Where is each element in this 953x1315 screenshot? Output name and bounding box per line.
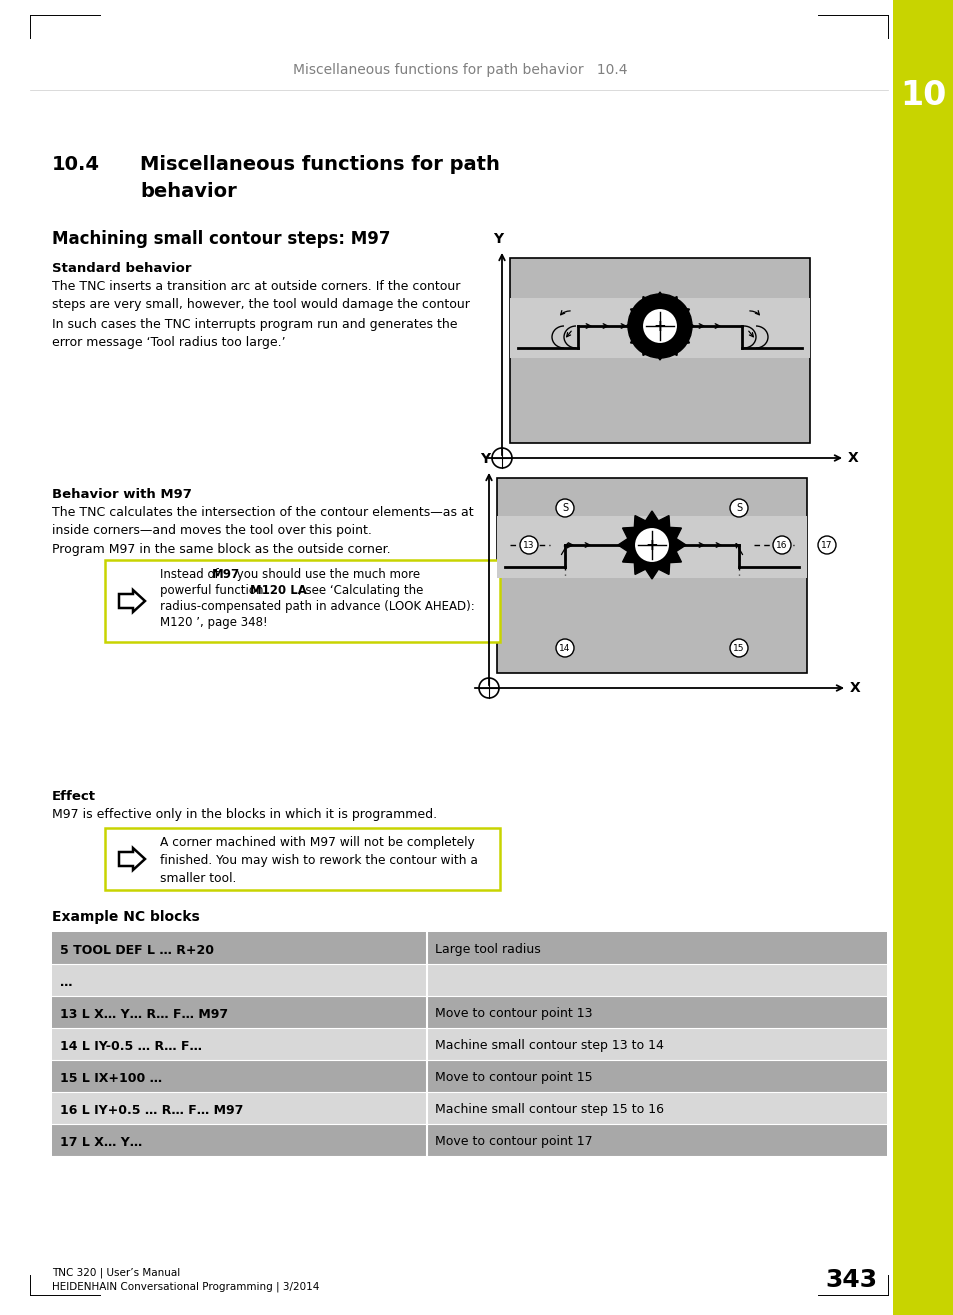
Text: Instead of: Instead of xyxy=(160,568,222,581)
Text: X: X xyxy=(847,451,858,466)
Bar xyxy=(52,1124,886,1156)
Bar xyxy=(497,477,806,673)
Circle shape xyxy=(519,537,537,554)
Text: Machine small contour step 15 to 16: Machine small contour step 15 to 16 xyxy=(435,1103,663,1116)
Text: 15 L IX+100 …: 15 L IX+100 … xyxy=(60,1072,162,1085)
Text: Move to contour point 13: Move to contour point 13 xyxy=(435,1007,592,1020)
Text: +: + xyxy=(653,318,666,334)
Text: M120 LA: M120 LA xyxy=(250,584,307,597)
Bar xyxy=(105,828,499,890)
FancyArrow shape xyxy=(119,590,145,611)
Text: 15: 15 xyxy=(733,643,744,652)
Circle shape xyxy=(817,537,835,554)
Text: Effect: Effect xyxy=(52,790,96,803)
Text: The TNC calculates the intersection of the contour elements—as at
inside corners: The TNC calculates the intersection of t… xyxy=(52,506,473,537)
Text: M120 ’, page 348!: M120 ’, page 348! xyxy=(160,615,268,629)
Circle shape xyxy=(627,295,691,358)
Text: 17: 17 xyxy=(821,540,832,550)
Text: Program M97 in the same block as the outside corner.: Program M97 in the same block as the out… xyxy=(52,543,390,556)
Text: Behavior with M97: Behavior with M97 xyxy=(52,488,192,501)
Text: Machining small contour steps: M97: Machining small contour steps: M97 xyxy=(52,230,390,249)
Bar xyxy=(52,995,886,1028)
Text: S: S xyxy=(735,504,741,513)
Bar xyxy=(497,515,806,579)
Text: Machine small contour step 13 to 14: Machine small contour step 13 to 14 xyxy=(435,1039,663,1052)
Text: powerful function: powerful function xyxy=(160,584,267,597)
Text: Y: Y xyxy=(493,231,502,246)
Text: TNC 320 | User’s Manual: TNC 320 | User’s Manual xyxy=(52,1268,180,1278)
Circle shape xyxy=(556,639,574,658)
Circle shape xyxy=(772,537,790,554)
Text: , see ‘Calculating the: , see ‘Calculating the xyxy=(297,584,423,597)
Bar xyxy=(52,1091,886,1124)
Text: M97: M97 xyxy=(212,568,240,581)
Text: behavior: behavior xyxy=(140,181,236,201)
Text: 343: 343 xyxy=(825,1268,877,1293)
Bar xyxy=(52,964,886,995)
Text: Standard behavior: Standard behavior xyxy=(52,262,192,275)
Text: +: + xyxy=(645,538,658,552)
Circle shape xyxy=(729,498,747,517)
Text: In such cases the TNC interrupts program run and generates the
error message ‘To: In such cases the TNC interrupts program… xyxy=(52,318,457,348)
Text: 5 TOOL DEF L … R+20: 5 TOOL DEF L … R+20 xyxy=(60,943,213,956)
Text: Move to contour point 15: Move to contour point 15 xyxy=(435,1072,592,1085)
Bar xyxy=(892,0,953,1315)
Bar xyxy=(510,299,809,358)
FancyArrow shape xyxy=(119,848,145,871)
Text: X: X xyxy=(849,681,860,696)
Text: Miscellaneous functions for path behavior   10.4: Miscellaneous functions for path behavio… xyxy=(293,63,626,78)
Bar xyxy=(52,932,886,964)
Text: 17 L X… Y…: 17 L X… Y… xyxy=(60,1135,142,1148)
Text: 13: 13 xyxy=(522,540,535,550)
Text: 16: 16 xyxy=(776,540,787,550)
Text: Miscellaneous functions for path: Miscellaneous functions for path xyxy=(140,155,499,174)
Bar xyxy=(52,1028,886,1060)
Text: S: S xyxy=(561,504,567,513)
Text: M97 is effective only in the blocks in which it is programmed.: M97 is effective only in the blocks in w… xyxy=(52,807,436,821)
Text: 10: 10 xyxy=(900,79,945,112)
Circle shape xyxy=(641,308,678,345)
Polygon shape xyxy=(618,512,685,579)
Text: A corner machined with M97 will not be completely
finished. You may wish to rewo: A corner machined with M97 will not be c… xyxy=(160,836,477,885)
Text: The TNC inserts a transition arc at outside corners. If the contour
steps are ve: The TNC inserts a transition arc at outs… xyxy=(52,280,470,312)
Text: Move to contour point 17: Move to contour point 17 xyxy=(435,1135,592,1148)
Text: 14: 14 xyxy=(558,643,570,652)
Bar xyxy=(105,560,499,642)
Bar xyxy=(52,1060,886,1091)
Text: Example NC blocks: Example NC blocks xyxy=(52,910,199,924)
Text: HEIDENHAIN Conversational Programming | 3/2014: HEIDENHAIN Conversational Programming | … xyxy=(52,1282,319,1293)
Polygon shape xyxy=(625,292,693,360)
Text: 16 L IY+0.5 … R… F… M97: 16 L IY+0.5 … R… F… M97 xyxy=(60,1103,243,1116)
Text: 14 L IY-0.5 … R… F…: 14 L IY-0.5 … R… F… xyxy=(60,1039,202,1052)
Circle shape xyxy=(729,639,747,658)
Bar xyxy=(510,258,809,443)
Text: 13 L X… Y… R… F… M97: 13 L X… Y… R… F… M97 xyxy=(60,1007,228,1020)
Text: Large tool radius: Large tool radius xyxy=(435,943,540,956)
Circle shape xyxy=(556,498,574,517)
Text: radius-compensated path in advance (LOOK AHEAD):: radius-compensated path in advance (LOOK… xyxy=(160,600,475,613)
Text: …: … xyxy=(60,976,72,989)
Text: 10.4: 10.4 xyxy=(52,155,100,174)
Circle shape xyxy=(634,527,669,563)
Text: Y: Y xyxy=(479,452,490,466)
Text: you should use the much more: you should use the much more xyxy=(233,568,419,581)
